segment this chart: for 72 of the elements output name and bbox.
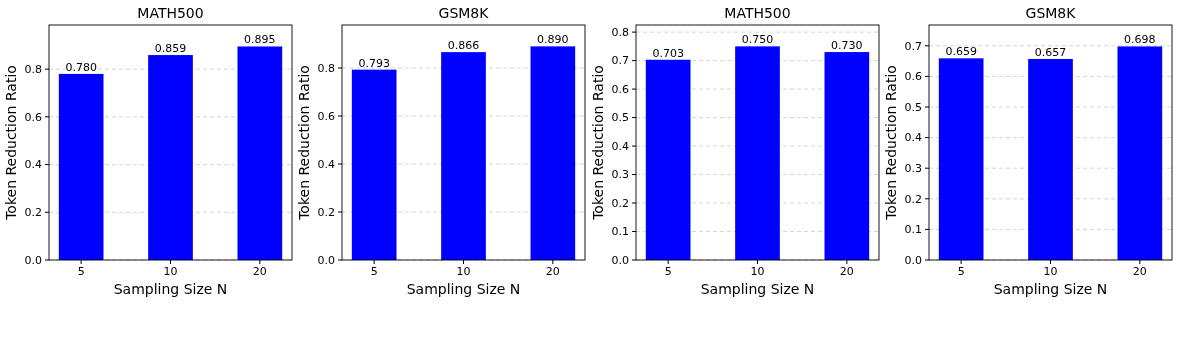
y-axis-title: Token Reduction Ratio <box>883 65 899 221</box>
y-tick-label: 0.6 <box>611 82 629 96</box>
chart-title: MATH500 <box>137 5 204 21</box>
y-tick-label: 0.7 <box>611 54 629 68</box>
x-tick-label: 10 <box>750 265 765 278</box>
y-tick-label: 0.6 <box>24 110 42 124</box>
y-tick-label: 0.0 <box>611 253 629 267</box>
y-tick-label: 0.2 <box>317 205 335 219</box>
data-label: 0.895 <box>244 33 276 47</box>
bar <box>938 58 984 260</box>
x-axis-title: Sampling Size N <box>113 281 228 297</box>
bar <box>237 46 283 260</box>
data-label: 0.659 <box>945 45 977 59</box>
y-tick-label: 0.2 <box>24 206 42 220</box>
data-label: 0.793 <box>358 56 390 70</box>
y-tick-label: 0.4 <box>317 157 335 171</box>
y-tick-label: 0.1 <box>611 225 629 239</box>
x-tick-label: 5 <box>77 265 85 278</box>
y-axis-title: Token Reduction Ratio <box>296 65 312 221</box>
data-label: 0.750 <box>741 33 774 47</box>
y-tick-label: 0.4 <box>904 131 922 145</box>
y-tick-label: 0.0 <box>904 253 922 267</box>
data-label: 0.657 <box>1034 45 1067 59</box>
x-axis-title: Sampling Size N <box>406 281 521 297</box>
x-tick-label: 10 <box>163 265 178 278</box>
y-tick-label: 0.3 <box>611 168 629 182</box>
chart-title: GSM8K <box>438 5 490 21</box>
data-label: 0.698 <box>1124 33 1156 47</box>
x-tick-label: 20 <box>1132 265 1147 278</box>
data-label: 0.703 <box>652 46 684 60</box>
y-tick-label: 0.0 <box>317 253 335 267</box>
y-axis-title: Token Reduction Ratio <box>3 65 19 221</box>
y-tick-label: 0.5 <box>611 111 629 125</box>
y-axis-title: Token Reduction Ratio <box>590 65 606 221</box>
data-label: 0.890 <box>537 33 569 47</box>
y-tick-label: 0.6 <box>904 70 922 84</box>
data-label: 0.859 <box>154 42 187 56</box>
y-tick-label: 0.3 <box>904 162 922 176</box>
y-tick-label: 0.2 <box>904 192 922 206</box>
x-axis-title: Sampling Size N <box>993 281 1108 297</box>
x-tick-label: 10 <box>1043 265 1058 278</box>
chart-title: MATH500 <box>724 5 791 21</box>
bar <box>441 52 486 260</box>
chart-title: GSM8K <box>1025 5 1077 21</box>
x-tick-label: 20 <box>839 265 854 278</box>
y-tick-label: 0.2 <box>611 196 629 210</box>
y-tick-label: 0.6 <box>317 109 335 123</box>
x-tick-label: 5 <box>370 265 378 278</box>
bar <box>1028 58 1073 260</box>
bar <box>1117 46 1163 260</box>
x-tick-label: 5 <box>664 265 672 278</box>
y-tick-label: 0.0 <box>24 253 42 267</box>
y-tick-label: 0.1 <box>904 223 922 237</box>
bar <box>351 69 397 260</box>
y-tick-label: 0.4 <box>611 139 629 153</box>
bar <box>58 73 104 260</box>
y-tick-label: 0.8 <box>317 61 335 75</box>
y-tick-label: 0.4 <box>24 158 42 172</box>
bar <box>530 46 576 260</box>
x-tick-label: 20 <box>252 265 267 278</box>
y-tick-label: 0.5 <box>904 100 922 114</box>
y-tick-label: 0.7 <box>904 39 922 53</box>
x-axis-title: Sampling Size N <box>700 281 815 297</box>
data-label: 0.730 <box>831 39 863 53</box>
x-tick-label: 5 <box>957 265 965 278</box>
data-label: 0.866 <box>447 39 480 53</box>
x-tick-label: 20 <box>545 265 560 278</box>
data-label: 0.780 <box>65 60 97 74</box>
y-tick-label: 0.8 <box>24 62 42 76</box>
x-tick-label: 10 <box>456 265 471 278</box>
y-tick-label: 0.8 <box>611 25 629 39</box>
bar <box>148 55 193 260</box>
